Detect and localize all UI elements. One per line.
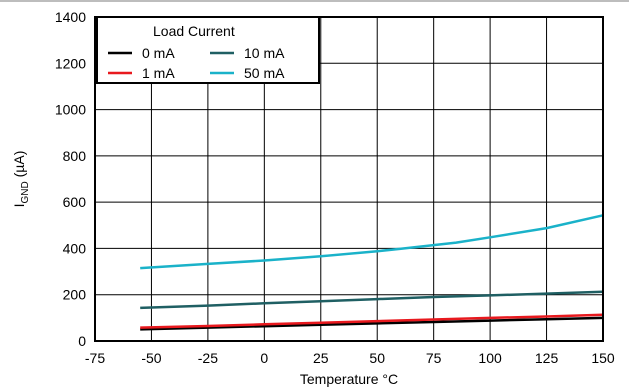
y-tick-label: 600 (63, 194, 87, 210)
x-tick-label: 150 (591, 350, 615, 366)
y-tick-label: 200 (63, 287, 87, 303)
x-tick-label: -75 (85, 350, 105, 366)
y-tick-label: 1000 (55, 102, 86, 118)
legend-label: 0 mA (142, 45, 175, 61)
series-line-50-ma (140, 214, 604, 270)
x-tick-label: 100 (478, 350, 502, 366)
y-tick-label: 800 (63, 148, 87, 164)
y-tick-label: 1200 (55, 55, 86, 71)
x-tick-label: 0 (260, 350, 268, 366)
y-axis-label-subscript: GND (20, 181, 31, 203)
legend-label: 1 mA (142, 65, 175, 81)
y-axis-label-unit: (µA) (11, 151, 27, 182)
legend-label: 50 mA (244, 65, 285, 81)
y-tick-label: 1400 (55, 9, 86, 25)
series-line-1-ma (140, 313, 604, 329)
series-line-10-ma (140, 290, 604, 310)
y-tick-label: 400 (63, 240, 87, 256)
x-tick-label: 75 (426, 350, 442, 366)
plot-frame (94, 16, 604, 342)
y-tick-labels: 0 200 400 600 800 1000 1200 1400 (55, 9, 86, 349)
y-axis-label: IGND (µA) (11, 151, 31, 208)
legend: Load Current 0 mA 10 mA 1 mA 50 mA (96, 16, 320, 84)
legend-box (96, 16, 320, 84)
legend-label: 10 mA (244, 45, 285, 61)
x-tick-labels: -75 -50 -25 0 25 50 75 100 125 150 (85, 350, 615, 366)
legend-title: Load Current (153, 23, 235, 39)
y-axis-label-main: I (11, 203, 27, 207)
x-tick-label: -25 (198, 350, 218, 366)
x-tick-label: 50 (369, 350, 385, 366)
y-tick-label: 0 (78, 333, 86, 349)
legend-items: 0 mA 10 mA 1 mA 50 mA (108, 45, 285, 81)
series-lines (140, 214, 604, 331)
x-axis-label: Temperature °C (300, 371, 398, 387)
top-rule (0, 0, 629, 2)
x-tick-label: 125 (535, 350, 559, 366)
x-tick-label: -50 (141, 350, 161, 366)
series-line-0-ma (140, 316, 604, 331)
x-tick-label: 25 (313, 350, 329, 366)
